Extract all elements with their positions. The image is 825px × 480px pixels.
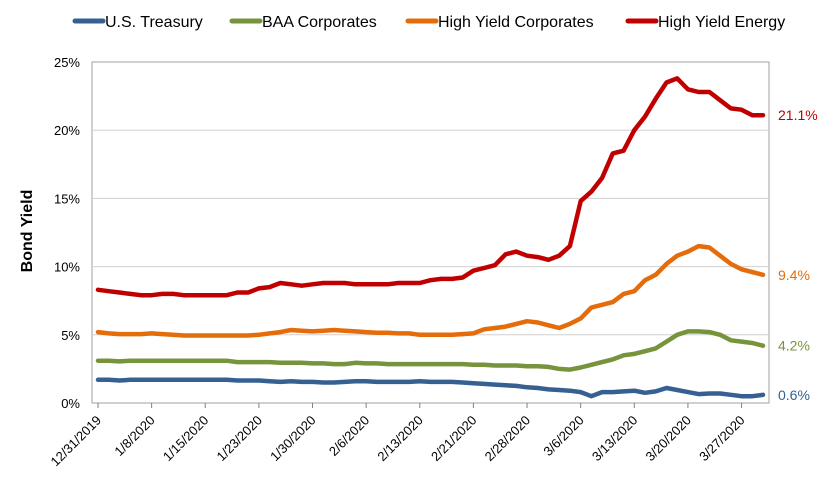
end-labels: 0.6% 4.2% 9.4% 21.1% [778,107,818,403]
end-label-high-yield-corporates: 9.4% [778,267,810,283]
legend-label-high-yield-energy: High Yield Energy [658,14,785,31]
x-tick-label: 3/20/2020 [643,413,695,465]
y-tick-label: 25% [54,55,80,70]
y-tick-label: 20% [54,123,80,138]
y-tick-label: 5% [61,328,80,343]
x-tick-label: 3/6/2020 [540,413,586,459]
x-tick-label: 2/28/2020 [482,413,534,465]
y-tick-label: 15% [54,191,80,206]
legend-label-u-s-treasury: U.S. Treasury [105,14,203,31]
series-line-high-yield-energy [95,76,766,298]
end-label-high-yield-energy: 21.1% [778,107,818,123]
end-label-baa-corporates: 4.2% [778,338,810,354]
series-line-u-s-treasury [95,377,766,399]
series-line-high-yield-corporates [95,243,766,338]
x-axis: 12/31/2019 1/8/2020 1/15/2020 1/23/2020 1/30… [47,403,748,470]
x-tick-label: 1/8/2020 [111,413,157,459]
x-tick-label: 1/30/2020 [267,413,319,465]
y-tick-label: 10% [54,260,80,275]
x-tick-label: 1/23/2020 [214,413,266,465]
series-lines [95,76,766,399]
end-label-u-s-treasury: 0.6% [778,387,810,403]
x-tick-label: 1/15/2020 [160,413,212,465]
legend: U.S. Treasury BAA Corporates High Yield Co… [72,14,785,31]
y-axis-title: Bond Yield [19,190,36,273]
legend-label-high-yield-corporates: High Yield Corporates [438,14,594,31]
legend-label-baa-corporates: BAA Corporates [262,14,377,31]
y-axis: 0% 5% 10% 15% 20% 25% [54,55,80,411]
y-tick-label: 0% [61,396,80,411]
x-tick-label: 3/27/2020 [696,413,748,465]
x-tick-label: 2/13/2020 [374,413,426,465]
x-tick-label: 2/21/2020 [428,413,480,465]
x-tick-label: 2/6/2020 [326,413,372,459]
x-tick-label: 12/31/2019 [47,413,104,470]
plot-area [91,61,770,404]
series-line-baa-corporates [95,329,766,372]
x-tick-label: 3/13/2020 [589,413,641,465]
